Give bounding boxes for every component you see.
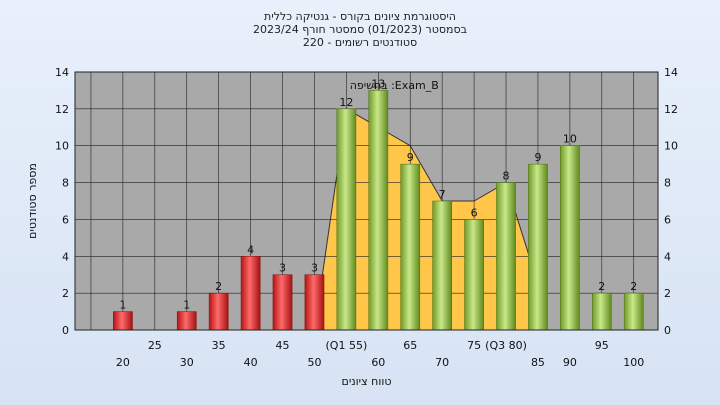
x-tick-label: 85 xyxy=(531,356,545,369)
y-tick-label-left: 2 xyxy=(62,287,69,300)
bar-value-label: 9 xyxy=(407,151,414,164)
y-tick-label-left: 6 xyxy=(62,213,69,226)
bar-value-label: 4 xyxy=(247,243,254,256)
x-tick-label: 45 xyxy=(276,339,290,352)
x-tick-label: 75 xyxy=(467,339,481,352)
bar xyxy=(623,292,644,331)
y-tick-label-left: 10 xyxy=(55,140,69,153)
bar xyxy=(591,292,612,331)
y-axis-title: מספר סטודנטים xyxy=(26,163,39,239)
x-tick-label: 20 xyxy=(116,356,130,369)
bar xyxy=(113,311,133,331)
bar-value-label: 9 xyxy=(534,151,541,164)
chart-title-line-2: בסמסטר (01/2023) סמסטר חורף 2023/24 xyxy=(253,23,467,36)
y-tick-label-left: 12 xyxy=(55,103,69,116)
x-tick-label: 25 xyxy=(148,339,162,352)
bar-value-label: 12 xyxy=(339,96,353,109)
y-tick-label-left: 0 xyxy=(62,324,69,337)
x-tick-label: 35 xyxy=(212,339,226,352)
bar-value-label: 3 xyxy=(311,262,318,275)
x-tick-label: 95 xyxy=(595,339,609,352)
x-tick-label: 50 xyxy=(307,356,321,369)
y-tick-label-right: 6 xyxy=(664,213,671,226)
x-tick-label: 65 xyxy=(403,339,417,352)
plot-border xyxy=(74,71,659,331)
x-tick-label: 100 xyxy=(623,356,644,369)
x-tick-label: (Q3 80) xyxy=(485,339,527,352)
bar xyxy=(208,292,229,331)
x-tick-label: 30 xyxy=(180,356,194,369)
bar-value-label: 7 xyxy=(439,188,446,201)
x-axis-title: טווח ציונים xyxy=(342,375,392,388)
y-tick-label-left: 4 xyxy=(62,250,69,263)
bar xyxy=(368,90,389,331)
y-tick-label-right: 12 xyxy=(664,103,678,116)
y-tick-label-right: 8 xyxy=(664,177,671,190)
bar xyxy=(528,163,548,331)
x-tick-label: 70 xyxy=(435,356,449,369)
bar-value-label: 3 xyxy=(279,262,286,275)
bar xyxy=(496,182,516,331)
y-tick-label-right: 10 xyxy=(664,140,678,153)
y-tick-label-right: 2 xyxy=(664,287,671,300)
bar-value-label: 2 xyxy=(630,280,637,293)
bar xyxy=(464,219,484,331)
bar xyxy=(432,200,452,331)
y-tick-label-right: 0 xyxy=(664,324,671,337)
bar xyxy=(304,274,325,331)
bar xyxy=(336,108,357,331)
bar xyxy=(272,274,293,331)
x-tick-label: 90 xyxy=(563,356,577,369)
bar-value-label: 1 xyxy=(119,299,126,312)
bar-value-label: 2 xyxy=(598,280,605,293)
bar-value-label: 10 xyxy=(563,133,577,146)
y-tick-label-left: 14 xyxy=(55,66,69,79)
x-tick-label: 60 xyxy=(371,356,385,369)
bar xyxy=(240,256,261,331)
bar xyxy=(176,311,197,331)
bar xyxy=(400,163,421,331)
x-tick-label: (Q1 55) xyxy=(326,339,368,352)
bar-value-label: 2 xyxy=(215,280,222,293)
y-tick-label-right: 4 xyxy=(664,250,671,263)
chart-title-line-3: סטודנטים רשומים - 220 xyxy=(302,36,418,49)
bar-value-label: 1 xyxy=(183,299,190,312)
bar xyxy=(560,145,580,331)
bar-value-label: 8 xyxy=(503,170,510,183)
chart-title-line-1: היסטוגרמת ציונים בקורס - גנטיקה כללית xyxy=(264,10,456,23)
bar-value-label: 6 xyxy=(471,206,478,219)
series-label: בחשיפה :Exam_B xyxy=(350,79,439,92)
y-tick-label-left: 8 xyxy=(62,177,69,190)
bar-value-label: 13 xyxy=(371,77,385,90)
y-tick-label-right: 14 xyxy=(664,66,678,79)
x-tick-label: 40 xyxy=(244,356,258,369)
